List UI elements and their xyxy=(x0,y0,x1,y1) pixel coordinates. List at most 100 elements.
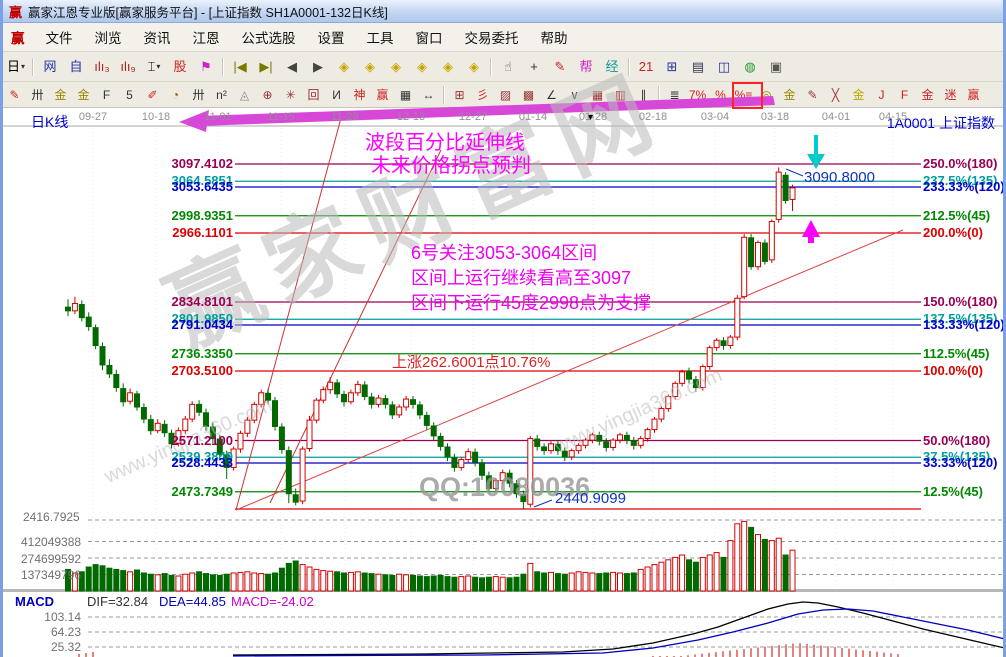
stock-pick-icon[interactable]: 股 xyxy=(173,59,187,74)
flag-icon[interactable]: ⚑ xyxy=(200,59,212,74)
date-tick: 03-18 xyxy=(760,111,790,123)
gold-lines-icon[interactable]: 金 xyxy=(783,87,796,102)
save-icon[interactable]: ◫ xyxy=(717,59,731,74)
wave-tool-icon[interactable]: И xyxy=(332,87,341,102)
menu-1[interactable]: 浏览 xyxy=(94,31,122,46)
level-price-label: 2834.8101 xyxy=(171,293,233,309)
zoom-shrink-icon[interactable]: ◈ xyxy=(443,59,453,74)
menu-logo-icon: 赢 xyxy=(11,31,25,46)
watermark-qq: QQ:10080036 xyxy=(419,472,591,502)
menu-8[interactable]: 交易委托 xyxy=(464,31,519,46)
calculator-icon[interactable]: ⊞ xyxy=(666,59,678,74)
title-bar[interactable]: 赢 赢家江恩专业版[赢家服务平台] - [上证指数 SH1A0001-132日K… xyxy=(3,0,1003,23)
gann-grid-icon[interactable]: 卅 xyxy=(31,87,44,102)
gann-tree-icon[interactable]: 帮 xyxy=(579,59,593,74)
ying-grid-icon[interactable]: 赢 xyxy=(376,87,389,102)
annotation-wave-subtitle: 未来价格拐点预判 xyxy=(371,155,531,177)
gold-section2-icon[interactable]: 金 xyxy=(77,87,90,102)
j-angle-icon[interactable]: J xyxy=(878,87,885,102)
span-measure-icon[interactable]: ↔ xyxy=(422,87,435,102)
toolbar-separator xyxy=(658,85,660,104)
level-price-label: 2473.7349 xyxy=(171,483,233,499)
circle36-icon[interactable]: ◔ xyxy=(171,87,180,102)
box-tool-icon[interactable]: ⊞ xyxy=(454,87,465,102)
spiral-box-icon[interactable]: ▩ xyxy=(522,87,535,102)
date-tick: 02-18 xyxy=(638,111,668,123)
gold2-icon[interactable]: 金 xyxy=(852,87,865,102)
shen-grid-icon[interactable]: 神 xyxy=(353,87,366,102)
starburst-icon[interactable]: ✳ xyxy=(285,87,296,102)
fibo-f-icon[interactable]: F xyxy=(102,87,111,102)
f-angle-icon[interactable]: F xyxy=(900,87,909,102)
annotation-rise: 上涨262.6001点10.76% xyxy=(392,354,551,371)
hand-icon[interactable]: ☝ xyxy=(504,59,512,74)
crosshair-icon[interactable]: + xyxy=(530,59,538,74)
grid-b-icon[interactable]: ▥ xyxy=(614,87,627,102)
prev-bar-icon[interactable]: ◀ xyxy=(287,59,297,74)
gold-circle-icon[interactable]: ◎ xyxy=(761,87,772,102)
menu-3[interactable]: 江恩 xyxy=(192,31,220,46)
grid-a-icon[interactable]: ▦ xyxy=(591,87,604,102)
zoom-all-icon[interactable]: ◈ xyxy=(469,59,479,74)
menu-0[interactable]: 文件 xyxy=(45,31,73,46)
square-spiral-icon[interactable]: 回 xyxy=(307,87,320,102)
info-view-icon[interactable]: 自 xyxy=(69,59,83,74)
level-percent-label: 212.5%(45) xyxy=(923,207,991,223)
level-percent-label: 100.0%(0) xyxy=(923,362,983,378)
menu-5[interactable]: 设置 xyxy=(317,31,345,46)
parallel-lines-icon[interactable]: ∥ xyxy=(640,87,647,102)
mark-pencil-icon[interactable]: ✎ xyxy=(554,59,566,74)
pan-left-icon[interactable]: ◈ xyxy=(339,59,349,74)
draw-pencil-icon[interactable]: ✎ xyxy=(9,87,20,102)
web-export-icon[interactable]: ◍ xyxy=(744,59,756,74)
kline-9-icon[interactable]: ılı₉ xyxy=(120,59,136,74)
speed-angle-icon[interactable]: 迷 xyxy=(944,87,957,102)
toolbar-main: 日 ▾ 网自 ılı₃ ılı₉ ⌶ ▾ 股 ⚑ |◀ ▶| ◀ ▶ ◈ ◈ ◈ ◈ ◈ ◈ ☝ + ✎ 帮经 21 ⊞ ▤ ◫ ◍ ▣ xyxy=(3,52,1003,82)
zoom-expand-icon[interactable]: ◈ xyxy=(417,59,427,74)
toolbar-separator xyxy=(443,85,445,104)
angle-line-icon[interactable]: ∠ xyxy=(546,87,557,102)
calendar-21-icon[interactable]: 21 xyxy=(638,59,654,74)
draw-pencil2-icon[interactable]: ✐ xyxy=(147,87,158,102)
gann-circle-icon[interactable]: ⊕ xyxy=(262,87,273,102)
date-tick: 04-01 xyxy=(821,111,851,123)
v-line-icon[interactable]: ∨ xyxy=(570,87,579,102)
high-price-label: 3090.8000 xyxy=(804,169,875,186)
ray-fan-icon[interactable]: 彡 xyxy=(476,87,489,102)
grid-123-icon[interactable]: ▦ xyxy=(399,87,412,102)
pan-right-icon[interactable]: ◈ xyxy=(365,59,375,74)
gold-section-icon[interactable]: 金 xyxy=(54,87,67,102)
level-price-label: 3097.4102 xyxy=(171,156,233,171)
fan-box-icon[interactable]: ▨ xyxy=(499,87,512,102)
menu-4[interactable]: 公式选股 xyxy=(241,31,296,46)
tick-chart-icon[interactable]: 网 xyxy=(43,59,57,74)
menu-6[interactable]: 工具 xyxy=(366,31,394,46)
spiral5-icon[interactable]: 5 xyxy=(126,87,133,102)
print-icon[interactable]: ▣ xyxy=(769,59,783,74)
zoom-horizontal-icon[interactable]: ◈ xyxy=(391,59,401,74)
angle-ruler-icon[interactable]: ◬ xyxy=(239,87,250,102)
report-icon[interactable]: ▤ xyxy=(691,59,705,74)
kline-3-icon[interactable]: ılı₃ xyxy=(94,59,110,74)
price-bars-icon[interactable]: ≣ xyxy=(669,87,680,102)
last-bar-icon[interactable]: ▶| xyxy=(259,59,273,74)
next-bar-icon[interactable]: ▶ xyxy=(313,59,323,74)
n-square-icon[interactable]: n² xyxy=(216,87,227,102)
percent-icon[interactable]: % xyxy=(715,87,726,102)
gold-angle-icon[interactable]: 金 xyxy=(921,87,934,102)
brush-icon[interactable]: ✎ xyxy=(807,87,818,102)
chart-canvas[interactable] xyxy=(3,0,1006,657)
menu-9[interactable]: 帮助 xyxy=(540,31,568,46)
menu-7[interactable]: 窗口 xyxy=(415,31,443,46)
period-day-button[interactable]: 日 ▾ xyxy=(6,59,26,74)
menu-2[interactable]: 资讯 xyxy=(143,31,171,46)
percent7-icon[interactable]: 7% xyxy=(688,87,707,102)
grid-lines-icon[interactable]: 卅 xyxy=(192,87,205,102)
ying-angle-icon[interactable]: 赢 xyxy=(967,87,980,102)
jingen-icon[interactable]: 经 xyxy=(605,59,619,74)
x-lines-icon[interactable]: ╳ xyxy=(831,87,840,102)
candle-style-icon[interactable]: ⌶ ▾ xyxy=(147,59,161,74)
first-bar-icon[interactable]: |◀ xyxy=(233,59,247,74)
level-percent-label: 112.5%(45) xyxy=(923,345,990,361)
level-price-label: 2801.9850 xyxy=(171,311,233,327)
